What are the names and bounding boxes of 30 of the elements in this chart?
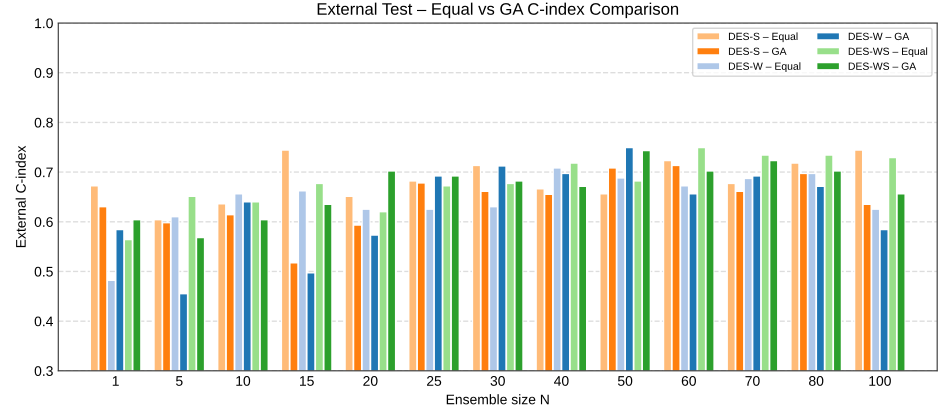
legend-label: DES-WS – Equal — [848, 47, 928, 58]
y-tick-label: 1.0 — [35, 18, 53, 28]
x-tick-label: 30 — [490, 376, 505, 386]
x-tick-label: 5 — [176, 376, 183, 386]
x-tick-label: 50 — [618, 376, 632, 386]
x-tick-label: 25 — [427, 376, 442, 386]
x-tick-label: 40 — [554, 376, 569, 386]
y-tick-label: 0.6 — [34, 217, 53, 227]
legend-label: DES-S – GA — [728, 48, 787, 55]
y-tick-label: 0.3 — [34, 366, 53, 376]
legend-label: DES-WS – GA — [848, 62, 916, 70]
legend-label: DES-W – Equal — [728, 62, 800, 72]
y-tick-label: 0.4 — [34, 316, 54, 326]
x-tick-label: 80 — [809, 376, 824, 386]
y-axis-title: External C-index — [16, 146, 26, 248]
legend-label: DES-S – Equal — [728, 32, 798, 42]
y-tick-label: 0.8 — [34, 118, 53, 128]
x-tick-label: 1 — [112, 376, 119, 386]
x-axis-title: Ensemble size N — [446, 394, 549, 404]
x-tick-label: 10 — [236, 376, 250, 386]
x-tick-label: 20 — [363, 376, 378, 386]
x-tick-label: 60 — [682, 376, 696, 386]
x-tick-label: 70 — [745, 376, 760, 386]
x-tick-label: 15 — [300, 376, 314, 386]
x-tick-label: 100 — [869, 376, 891, 386]
chart-title: External Test – Equal vs GA C-index Comparison — [318, 2, 678, 18]
y-tick-label: 0.7 — [34, 167, 53, 178]
y-tick-label: 0.9 — [34, 68, 53, 78]
legend-label: DES-W – GA — [848, 32, 910, 40]
y-tick-label: 0.5 — [34, 266, 53, 277]
